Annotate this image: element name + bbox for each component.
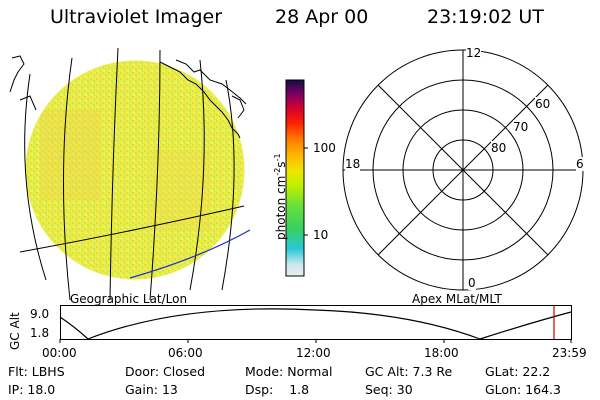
coastline <box>9 55 247 139</box>
status-flt: Flt: LBHS <box>8 364 65 379</box>
lat-label-70: 70 <box>513 120 529 134</box>
terminator-line <box>129 229 251 279</box>
color-bar-unit: photon cm-2s-1 <box>273 153 288 240</box>
latitude-grid <box>19 205 245 253</box>
status-mode: Mode: Normal <box>245 364 333 379</box>
orbit-altitude-curve <box>59 308 572 340</box>
orbit-ylabel: GC Alt <box>8 312 22 350</box>
orbit-ytick-max: 9.0 <box>30 307 50 321</box>
color-bar-gradient <box>285 79 305 277</box>
polar-plot <box>342 49 584 291</box>
disc-overlay <box>40 110 210 230</box>
mlt-label-6: 6 <box>576 157 584 171</box>
color-bar <box>285 79 308 277</box>
mlt-label-18: 18 <box>345 157 361 171</box>
orbit-xtick-1200: 12:00 <box>296 346 331 360</box>
status-dsp: Dsp: 1.8 <box>245 382 310 397</box>
status-glon: GLon: 164.3 <box>485 382 561 397</box>
status-ip: IP: 18.0 <box>8 382 56 397</box>
mlt-label-12: 12 <box>466 46 482 60</box>
mlt-label-0: 0 <box>468 276 476 290</box>
orbit-xtick-0600: 06:00 <box>168 346 203 360</box>
orbit-ytick-min: 1.8 <box>30 326 50 340</box>
color-bar-tick-100: 100 <box>313 141 336 155</box>
lat-label-60: 60 <box>535 97 551 111</box>
uv-image-panel <box>9 47 251 301</box>
earth-disc <box>25 60 245 280</box>
date-label: 28 Apr 00 <box>275 6 369 28</box>
longitude-grid <box>24 47 235 301</box>
status-glat: GLat: 22.2 <box>485 364 551 379</box>
status-door: Door: Closed <box>125 364 206 379</box>
orbit-xtick-1800: 18:00 <box>424 346 459 360</box>
lat-label-80: 80 <box>491 141 507 155</box>
orbit-plot <box>59 305 572 343</box>
time-label: 23:19:02 UT <box>427 6 544 28</box>
status-gc-alt: GC Alt: 7.3 Re <box>365 364 453 379</box>
orbit-xtick-2359: 23:59 <box>552 346 587 360</box>
orbit-xtick-0000: 00:00 <box>42 346 77 360</box>
status-seq: Seq: 30 <box>365 382 413 397</box>
color-bar-tick-10: 10 <box>313 228 329 242</box>
status-gain: Gain: 13 <box>125 382 178 397</box>
instrument-title: Ultraviolet Imager <box>50 6 223 28</box>
image-panel-label: Geographic Lat/Lon <box>70 292 188 306</box>
polar-plot-label: Apex MLat/MLT <box>412 292 502 306</box>
